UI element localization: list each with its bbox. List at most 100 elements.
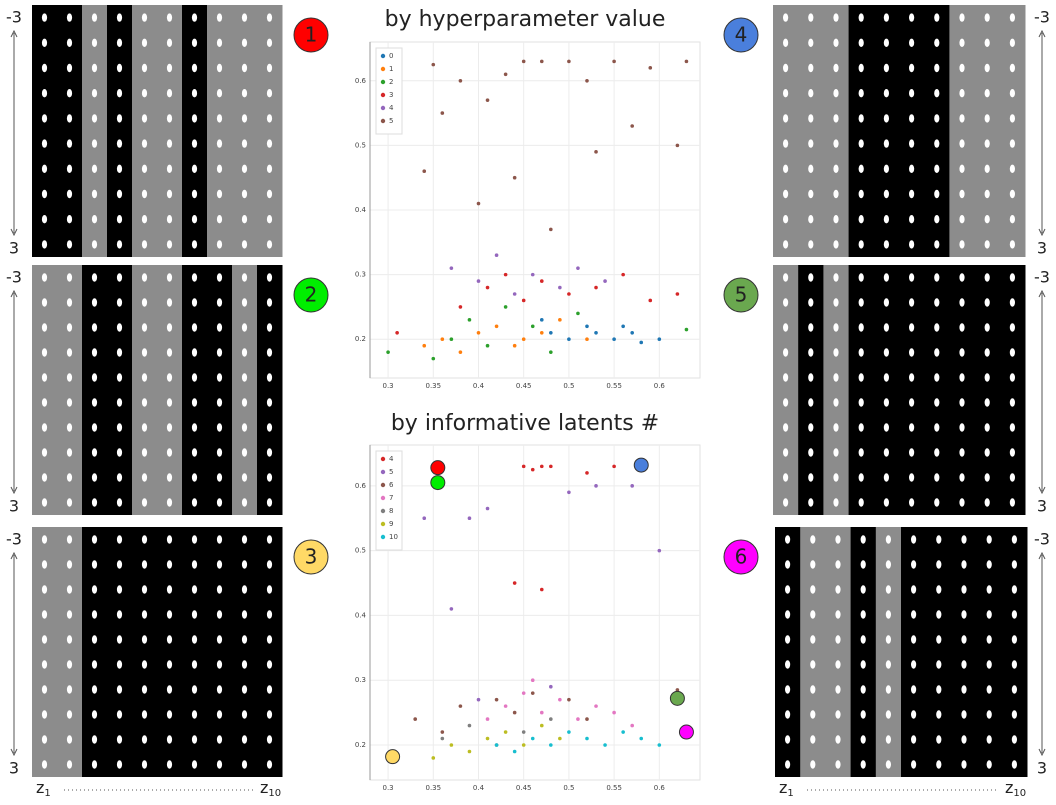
digit-blob xyxy=(808,323,814,332)
digit-blob xyxy=(66,610,73,619)
digit-blob xyxy=(860,685,866,694)
digit-blob xyxy=(241,373,248,382)
digit-blob xyxy=(810,535,816,544)
digit-blob xyxy=(41,560,48,569)
digit-blob xyxy=(984,189,990,199)
scale-top: -3 xyxy=(6,8,22,27)
digit-blob xyxy=(986,560,992,569)
digit-blob xyxy=(783,398,789,407)
digit-blob xyxy=(883,139,890,148)
digit-blob xyxy=(961,635,967,644)
digit-blob xyxy=(1009,164,1016,173)
digit-blob xyxy=(984,273,990,282)
digit-blob xyxy=(860,585,866,594)
digit-blob xyxy=(909,63,915,73)
digit-blob xyxy=(909,164,915,173)
digit-blob xyxy=(986,610,992,619)
digit-blob xyxy=(241,240,248,249)
digit-blob xyxy=(783,189,789,199)
digit-blob xyxy=(961,535,967,544)
latent-column xyxy=(924,5,950,257)
latent-column xyxy=(32,5,58,257)
digit-blob xyxy=(91,535,98,544)
digit-blob xyxy=(266,498,273,507)
digit-blob xyxy=(141,398,148,407)
digit-blob xyxy=(241,298,248,307)
digit-blob xyxy=(66,63,73,73)
digit-blob xyxy=(783,89,789,98)
latent-column xyxy=(207,5,233,257)
digit-blob xyxy=(911,760,917,769)
digit-blob xyxy=(936,610,942,619)
digit-blob xyxy=(936,735,942,744)
digit-blob xyxy=(141,685,148,694)
point xyxy=(467,749,472,754)
latent-sub: 1 xyxy=(787,788,793,799)
latent-first: z1 xyxy=(36,778,51,800)
digit-blob xyxy=(241,164,248,173)
point xyxy=(594,484,598,488)
digit-blob xyxy=(810,635,816,644)
legend-label: 5 xyxy=(389,117,393,125)
point xyxy=(539,587,544,592)
digit-blob xyxy=(934,89,940,98)
digit-blob xyxy=(241,735,248,744)
point xyxy=(585,78,589,83)
arrow-head xyxy=(10,551,18,757)
digit-blob xyxy=(885,635,892,644)
digit-blob xyxy=(833,189,839,199)
digit-blob xyxy=(166,448,173,457)
legend-label: 8 xyxy=(389,507,393,515)
digit-blob xyxy=(166,63,173,73)
digit-blob xyxy=(216,685,223,694)
digit-blob xyxy=(934,423,940,432)
legend-swatch xyxy=(380,495,386,501)
digit-blob xyxy=(833,348,839,357)
digit-blob xyxy=(984,240,990,249)
digit-blob xyxy=(858,398,864,407)
digit-blob xyxy=(936,760,942,769)
digit-blob xyxy=(141,273,148,282)
latent-column xyxy=(999,5,1026,257)
digit-blob xyxy=(91,298,98,307)
digit-blob xyxy=(216,585,223,594)
point xyxy=(539,330,544,335)
digit-blob xyxy=(66,585,73,594)
digit-blob xyxy=(858,164,864,173)
digit-blob xyxy=(1009,38,1016,47)
digit-blob xyxy=(833,13,839,22)
digit-blob xyxy=(91,448,98,457)
latent-sub: 10 xyxy=(1013,788,1026,799)
digit-blob xyxy=(934,164,940,173)
digit-blob xyxy=(191,585,198,594)
point xyxy=(567,292,571,296)
point xyxy=(458,305,463,309)
digit-blob xyxy=(934,240,940,249)
digit-blob xyxy=(936,710,942,719)
point xyxy=(530,691,535,695)
scale-bottom: 3 xyxy=(1037,239,1047,258)
digit-blob xyxy=(141,760,148,769)
point xyxy=(476,279,481,283)
digit-blob xyxy=(785,685,791,694)
digit-blob xyxy=(833,448,839,457)
legend-swatch xyxy=(380,482,386,488)
latent-column xyxy=(82,5,108,257)
latent-column xyxy=(823,5,850,257)
digit-blob xyxy=(783,13,789,22)
digit-blob xyxy=(66,423,73,432)
point xyxy=(539,318,544,322)
badge-label: 2 xyxy=(305,283,318,307)
digit-blob xyxy=(883,38,890,47)
digit-blob xyxy=(1009,323,1016,332)
legend-swatch xyxy=(380,534,386,540)
digit-blob xyxy=(934,13,940,22)
digit-blob xyxy=(785,760,791,769)
digit-blob xyxy=(783,473,789,482)
digit-blob xyxy=(241,63,248,73)
digit-blob xyxy=(41,398,48,407)
digit-blob xyxy=(266,685,273,694)
digit-blob xyxy=(1009,398,1016,407)
y-tick-label: 0.4 xyxy=(355,611,367,619)
